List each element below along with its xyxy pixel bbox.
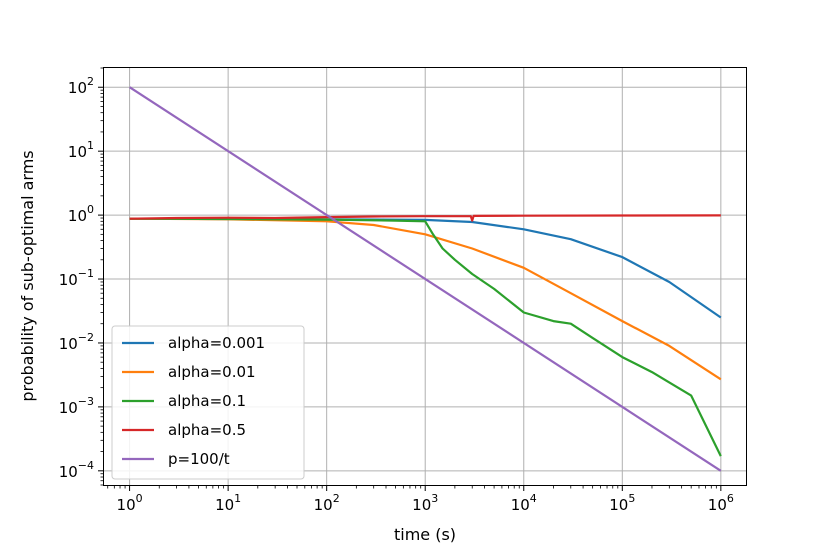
y-tick-label: 10−1 (59, 267, 94, 289)
series-line-3 (129, 214, 721, 222)
y-tick-label: 10−3 (59, 395, 94, 417)
x-axis-label: time (s) (394, 525, 456, 544)
series-line-1 (129, 217, 722, 381)
legend-label-4: p=100/t (168, 450, 230, 468)
x-tick-label: 100 (117, 492, 143, 514)
y-axis-ticks: 10−4 10−3 10−2 10−1 100 101 102 (59, 67, 104, 486)
x-tick-label: 101 (215, 492, 241, 514)
y-tick-label: 10−2 (59, 331, 94, 353)
y-tick-label: 102 (68, 75, 94, 97)
legend-label-1: alpha=0.01 (168, 363, 256, 381)
x-tick-label: 106 (708, 492, 734, 514)
y-tick-label: 101 (68, 139, 94, 161)
x-axis-ticks: 100 101 102 103 104 105 106 (107, 485, 734, 514)
x-tick-label: 102 (314, 492, 340, 514)
x-tick-label: 103 (412, 492, 438, 514)
grid (104, 68, 746, 485)
y-tick-label: 10−4 (59, 459, 94, 481)
legend-label-0: alpha=0.001 (168, 334, 265, 352)
legend-label-3: alpha=0.5 (168, 421, 246, 439)
x-tick-label: 105 (609, 492, 635, 514)
x-tick-label: 104 (511, 492, 537, 514)
legend-label-2: alpha=0.1 (168, 392, 246, 410)
series-line-2 (129, 217, 722, 457)
legend: alpha=0.001 alpha=0.01 alpha=0.1 alpha=0.5 p… (111, 325, 305, 480)
legend-box (111, 325, 305, 480)
y-tick-label: 100 (68, 203, 94, 225)
series-line-4 (129, 86, 722, 472)
plot-lines (129, 86, 722, 472)
y-axis-label: probability of sub-optimal arms (18, 150, 37, 401)
